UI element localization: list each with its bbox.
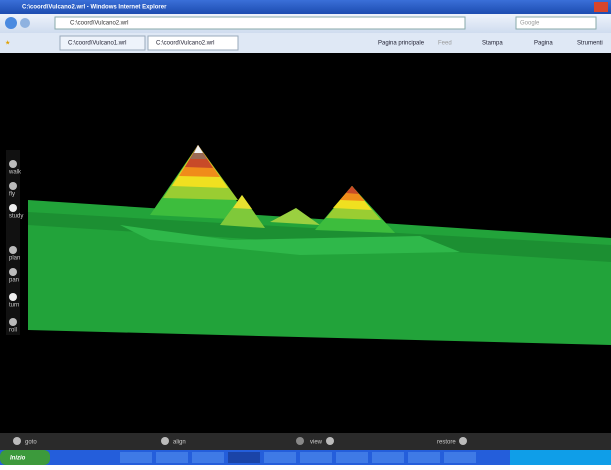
search-text: Google xyxy=(520,21,540,27)
nav-button[interactable] xyxy=(13,437,21,445)
task-button[interactable] xyxy=(336,452,368,463)
search-field[interactable] xyxy=(515,16,597,30)
control-button[interactable] xyxy=(9,204,17,212)
control-label: study xyxy=(9,214,23,220)
control-button[interactable] xyxy=(9,318,17,326)
task-button[interactable] xyxy=(264,452,296,463)
tab[interactable] xyxy=(147,35,239,51)
address-text: C:\coord\Vulcano2.wrl xyxy=(70,21,128,27)
control-label: turn xyxy=(9,303,19,309)
control-button[interactable] xyxy=(9,293,17,301)
peak xyxy=(220,195,265,228)
start-button[interactable] xyxy=(0,450,50,465)
tab[interactable] xyxy=(59,35,146,51)
control-label: roll xyxy=(9,328,17,334)
close-button[interactable] xyxy=(594,2,608,12)
control-label: plan xyxy=(9,256,20,262)
peak-band xyxy=(194,145,203,153)
tab-label: C:\coord\Vulcano2.wrl xyxy=(156,41,214,47)
back-button[interactable] xyxy=(5,17,17,29)
forward-button[interactable] xyxy=(20,18,30,28)
nav-button[interactable] xyxy=(296,437,304,445)
system-tray xyxy=(510,450,611,465)
window-title: C:\coord\Vulcano2.wrl - Windows Internet… xyxy=(22,5,167,11)
nav-button[interactable] xyxy=(161,437,169,445)
nav-label: align xyxy=(173,440,186,446)
control-button[interactable] xyxy=(9,160,17,168)
nav-label: goto xyxy=(25,440,37,446)
task-button[interactable] xyxy=(444,452,476,463)
control-label: walk xyxy=(8,170,22,176)
task-button[interactable] xyxy=(408,452,440,463)
address-field[interactable] xyxy=(54,16,466,30)
toolbar-button[interactable]: Pagina principale xyxy=(378,41,425,47)
favorites-star[interactable]: ★ xyxy=(5,40,10,47)
nav-bar xyxy=(0,433,611,450)
peak xyxy=(270,208,320,225)
nav-button[interactable] xyxy=(326,437,334,445)
control-button[interactable] xyxy=(9,268,17,276)
peak-band xyxy=(346,186,359,194)
task-button[interactable] xyxy=(372,452,404,463)
start-label: Inizio xyxy=(10,456,26,462)
nav-button[interactable] xyxy=(459,437,467,445)
side-panel xyxy=(6,150,20,335)
toolbar-button[interactable]: Stampa xyxy=(482,41,503,47)
task-button[interactable] xyxy=(192,452,224,463)
tab-label: C:\coord\Vulcano1.wrl xyxy=(68,41,126,47)
task-button[interactable] xyxy=(300,452,332,463)
control-button[interactable] xyxy=(9,246,17,254)
control-label: fly xyxy=(9,192,15,198)
peak-band xyxy=(233,195,252,209)
control-button[interactable] xyxy=(9,182,17,190)
task-button[interactable] xyxy=(120,452,152,463)
title-bar xyxy=(0,0,611,14)
nav-label: restore xyxy=(437,440,456,446)
toolbar-button[interactable]: Feed xyxy=(438,41,452,47)
nav-label: view xyxy=(310,440,323,446)
control-label: pan xyxy=(9,278,19,284)
terrain-shade xyxy=(28,212,611,262)
toolbar-button[interactable]: Strumenti xyxy=(577,41,603,47)
toolbar-button[interactable]: Pagina xyxy=(534,41,553,47)
terrain-ridge xyxy=(120,225,460,255)
task-button[interactable] xyxy=(156,452,188,463)
task-button[interactable] xyxy=(228,452,260,463)
